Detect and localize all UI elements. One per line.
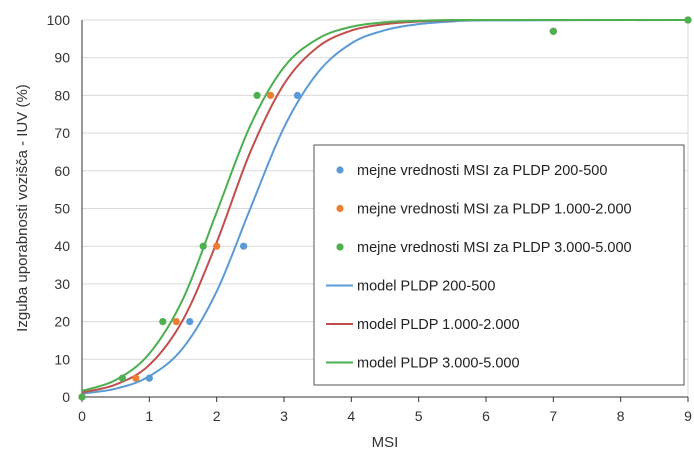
data-point-series-1 [213,242,221,250]
axes [81,20,688,398]
x-tick-label: 9 [684,408,692,424]
x-tick-label: 1 [145,408,153,424]
data-point-series-0 [293,91,302,99]
data-point-series-1 [172,318,180,326]
y-tick-label: 60 [54,163,70,179]
y-tick-label: 40 [54,238,70,254]
data-point-series-2 [684,16,692,24]
x-tick-label: 8 [617,408,625,424]
data-point-series-0 [186,318,194,326]
y-tick-label: 50 [54,201,70,217]
x-tick-label: 4 [347,408,355,424]
data-point-series-0 [240,242,248,250]
data-point-series-0 [145,374,153,382]
x-tick-label: 5 [415,408,423,424]
x-tick-label: 0 [78,408,86,424]
y-tick-label: 10 [54,351,70,367]
x-tick-label: 7 [549,408,557,424]
legend-marker-2 [336,243,344,251]
legend-marker-0 [336,166,344,174]
legend-label-1: mejne vrednosti MSI za PLDP 1.000-2.000 [357,202,632,218]
legend-box [313,144,685,386]
x-tick-label: 3 [280,408,288,424]
data-point-series-2 [253,91,261,99]
data-point-series-1 [132,374,140,382]
tick-labels: 0 10 20 30 40 50 60 70 80 90 100 0 1 2 3 4 5 6 7 8 9 [47,12,692,424]
y-tick-label: 20 [54,314,70,330]
y-tick-label: 80 [54,87,70,103]
x-tick-label: 6 [482,408,490,424]
data-point-series-2 [549,27,557,35]
data-point-series-2 [78,393,86,401]
y-axis-title: Izguba uporabnosti vozišča - IUV (%) [14,84,31,332]
y-tick-label: 100 [47,12,71,28]
x-tick-label: 2 [213,408,221,424]
legend-label-0: mejne vrednosti MSI za PLDP 200-500 [357,163,607,179]
legend-label-3: model PLDP 200-500 [357,279,495,295]
legend-label-5: model PLDP 3.000-5.000 [357,356,520,372]
x-axis-title: MSI [372,434,399,451]
data-points [78,16,692,401]
legend-label-4: model PLDP 1.000-2.000 [357,317,520,333]
y-tick-label: 70 [54,125,70,141]
legend: mejne vrednosti MSI za PLDP 200-500 mejne… [313,144,685,386]
data-point-series-1 [266,91,275,99]
y-tick-label: 30 [54,276,70,292]
legend-marker-1 [336,204,344,213]
data-point-series-2 [159,318,167,326]
y-tick-label: 90 [54,50,70,66]
series-line-5 [81,18,688,392]
data-point-series-2 [118,374,126,382]
data-point-series-2 [199,242,207,250]
legend-label-2: mejne vrednosti MSI za PLDP 3.000-5.000 [357,240,632,256]
model-lines [81,18,689,395]
y-tick-label: 0 [62,389,70,405]
